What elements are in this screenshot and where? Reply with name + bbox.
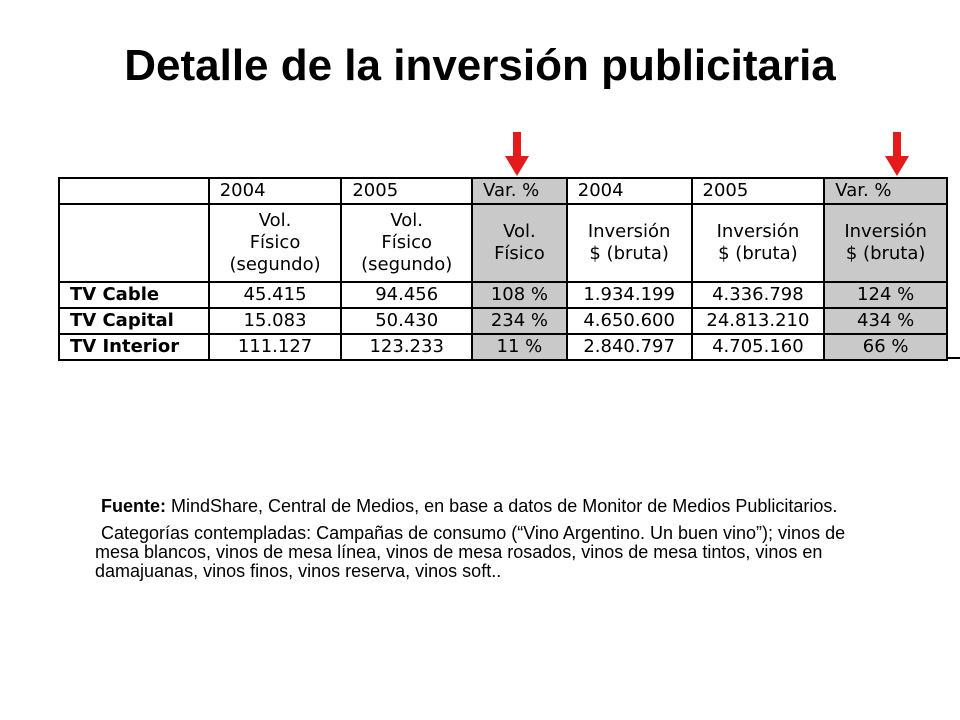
table-cell: 11 % [471, 333, 568, 361]
table-row: TV Interior 111.127 123.233 11 % 2.840.7… [58, 333, 948, 361]
table-cell: 2.840.797 [565, 333, 693, 361]
down-arrow-icon [885, 132, 909, 176]
header-cell [58, 177, 210, 205]
header-cell: Var. % [471, 177, 568, 205]
table-cell: 50.430 [340, 307, 474, 335]
header-cell [58, 203, 210, 283]
table-cell: 108 % [471, 281, 568, 309]
table-cell: 111.127 [207, 333, 343, 361]
header-cell: Vol. Físico (segundo) [207, 203, 343, 283]
header-cell: 2004 [565, 177, 693, 205]
row-label: TV Cable [58, 281, 210, 309]
table-cell: 4.336.798 [690, 281, 826, 309]
table-row: TV Cable 45.415 94.456 108 % 1.934.199 4… [58, 281, 948, 309]
source-note: Fuente: MindShare, Central de Medios, en… [95, 497, 885, 516]
down-arrow-icon [505, 132, 529, 176]
table-row: TV Capital 15.083 50.430 234 % 4.650.600… [58, 307, 948, 335]
header-cell: 2004 [207, 177, 343, 205]
table-cell: 234 % [471, 307, 568, 335]
header-cell: Vol. Físico [471, 203, 568, 283]
table-cell: 124 % [823, 281, 948, 309]
table-cell: 434 % [823, 307, 948, 335]
investment-table: 2004 2005 Var. % 2004 2005 Var. % Vol. Fí… [58, 177, 948, 361]
table-cell: 1.934.199 [565, 281, 693, 309]
table-cell: 66 % [823, 333, 948, 361]
header-cell: Var. % [823, 177, 948, 205]
header-row-years: 2004 2005 Var. % 2004 2005 Var. % [58, 177, 948, 205]
header-cell: 2005 [340, 177, 474, 205]
header-cell: Inversión $ (bruta) [690, 203, 826, 283]
row-label: TV Capital [58, 307, 210, 335]
notes-block: Fuente: MindShare, Central de Medios, en… [95, 497, 885, 589]
table-cell: 94.456 [340, 281, 474, 309]
slide-title: Detalle de la inversión publicitaria [124, 41, 836, 90]
source-text: MindShare, Central de Medios, en base a … [166, 496, 838, 516]
header-cell: Vol. Físico (segundo) [340, 203, 474, 283]
divider-line [948, 357, 960, 359]
header-row-metrics: Vol. Físico (segundo) Vol. Físico (segundo) … [58, 203, 948, 283]
row-label: TV Interior [58, 333, 210, 361]
table-cell: 123.233 [340, 333, 474, 361]
table-cell: 45.415 [207, 281, 343, 309]
header-cell: Inversión $ (bruta) [823, 203, 948, 283]
source-label: Fuente: [101, 496, 166, 516]
table-cell: 4.650.600 [565, 307, 693, 335]
header-cell: Inversión $ (bruta) [565, 203, 693, 283]
table-cell: 15.083 [207, 307, 343, 335]
table-cell: 24.813.210 [690, 307, 826, 335]
categories-note: Categorías contempladas: Campañas de con… [95, 523, 846, 581]
header-cell: 2005 [690, 177, 826, 205]
table-cell: 4.705.160 [690, 333, 826, 361]
